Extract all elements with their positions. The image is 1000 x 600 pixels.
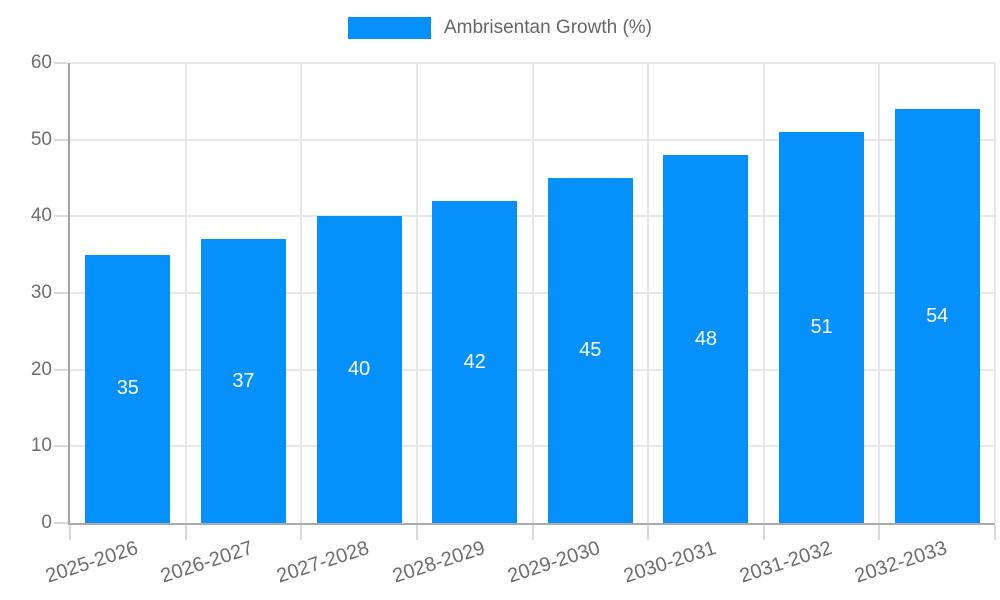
- bar-value-label: 45: [579, 339, 602, 361]
- bar[interactable]: 37: [200, 239, 286, 523]
- bar[interactable]: 35: [85, 254, 171, 523]
- y-tick: [54, 522, 68, 524]
- bar-value-label: 35: [116, 377, 139, 400]
- y-tick: [54, 368, 68, 371]
- bar-value-label: 51: [810, 316, 833, 338]
- x-tick-label: 2032-2033: [852, 537, 950, 588]
- legend: Ambrisentan Growth (%): [0, 17, 1000, 39]
- x-gridline: [300, 63, 303, 523]
- y-tick-label: 60: [30, 52, 52, 73]
- y-tick-label: 30: [30, 282, 52, 303]
- x-tick-label: 2026-2027: [158, 537, 257, 588]
- x-tick-label: 2027-2028: [274, 537, 372, 588]
- bar-value-label: 54: [926, 304, 949, 327]
- x-tick: [300, 525, 303, 540]
- x-tick: [994, 525, 996, 540]
- x-tick-label: 2030-2031: [620, 537, 719, 588]
- y-tick-label: 50: [30, 128, 52, 150]
- bar-value-label: 42: [463, 350, 486, 373]
- x-tick: [69, 525, 71, 540]
- x-tick-label: 2029-2030: [505, 537, 604, 588]
- bar-value-label: 37: [232, 369, 255, 392]
- x-tick-label: 2028-2029: [389, 537, 488, 588]
- y-tick: [54, 292, 68, 294]
- y-tick-label: 10: [30, 435, 52, 457]
- bar-value-label: 48: [694, 327, 718, 350]
- y-tick: [54, 215, 68, 218]
- x-gridline: [647, 63, 650, 523]
- y-tick-label: 20: [30, 358, 52, 380]
- x-gridline: [762, 63, 765, 523]
- bar[interactable]: 54: [894, 109, 980, 523]
- x-tick: [878, 525, 881, 540]
- x-tick: [531, 525, 534, 540]
- x-tick: [647, 525, 650, 540]
- x-tick: [184, 525, 187, 540]
- x-gridline: [415, 63, 418, 523]
- x-tick: [415, 525, 418, 540]
- x-tick: [762, 525, 765, 540]
- legend-item[interactable]: Ambrisentan Growth (%): [347, 17, 652, 39]
- bar[interactable]: 48: [663, 155, 749, 523]
- x-gridline: [531, 63, 534, 523]
- y-tick: [54, 138, 68, 141]
- bar[interactable]: 42: [432, 201, 518, 523]
- bar[interactable]: 45: [547, 178, 633, 523]
- x-gridline: [878, 63, 881, 523]
- x-tick-label: 2025-2026: [42, 537, 141, 588]
- bar-value-label: 40: [347, 358, 371, 381]
- x-gridline: [994, 63, 996, 523]
- y-tick-label: 40: [30, 205, 52, 227]
- bar[interactable]: 51: [779, 132, 865, 523]
- x-gridline: [184, 63, 187, 523]
- y-tick: [54, 62, 68, 64]
- y-tick-label: 0: [41, 512, 52, 533]
- plot-area: 0 10 20 30 40 50 60 35 2025-2026 37 2026-2027 40 202…: [31, 52, 996, 587]
- bar[interactable]: 40: [316, 216, 402, 523]
- x-tick-label: 2031-2032: [736, 537, 835, 588]
- y-tick: [54, 445, 68, 448]
- legend-label: Ambrisentan Growth (%): [443, 17, 652, 38]
- legend-swatch-icon: [347, 17, 431, 39]
